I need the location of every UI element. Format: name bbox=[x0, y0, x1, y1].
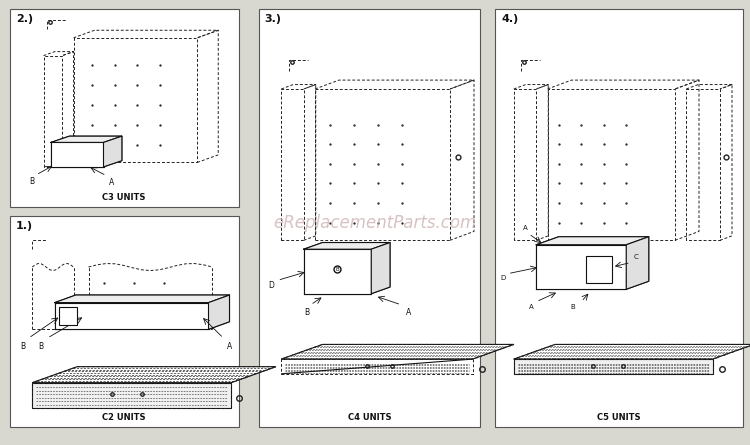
Text: B: B bbox=[570, 304, 574, 310]
Text: D: D bbox=[268, 281, 274, 290]
Text: C3 UNITS: C3 UNITS bbox=[103, 193, 146, 202]
Polygon shape bbox=[536, 237, 649, 245]
Polygon shape bbox=[626, 237, 649, 289]
Polygon shape bbox=[104, 136, 122, 167]
Polygon shape bbox=[304, 243, 390, 249]
Text: C5 UNITS: C5 UNITS bbox=[597, 413, 640, 422]
Polygon shape bbox=[514, 359, 712, 374]
Polygon shape bbox=[58, 307, 77, 325]
Text: A: A bbox=[530, 304, 534, 310]
Text: C4 UNITS: C4 UNITS bbox=[347, 413, 391, 422]
FancyBboxPatch shape bbox=[10, 216, 238, 427]
Text: B: B bbox=[21, 342, 26, 351]
Text: eReplacementParts.com: eReplacementParts.com bbox=[273, 214, 477, 231]
Text: 2.): 2.) bbox=[16, 14, 33, 24]
Polygon shape bbox=[55, 295, 230, 303]
Polygon shape bbox=[304, 249, 371, 294]
Text: A: A bbox=[110, 178, 115, 187]
Text: A: A bbox=[524, 226, 528, 231]
Polygon shape bbox=[281, 359, 472, 374]
Polygon shape bbox=[55, 303, 208, 329]
Polygon shape bbox=[32, 383, 231, 408]
Polygon shape bbox=[51, 136, 122, 142]
Text: C2 UNITS: C2 UNITS bbox=[102, 413, 146, 422]
Text: B: B bbox=[39, 342, 44, 351]
Polygon shape bbox=[371, 243, 390, 294]
Polygon shape bbox=[281, 344, 514, 359]
Text: A: A bbox=[227, 342, 232, 351]
FancyBboxPatch shape bbox=[10, 9, 238, 207]
Text: B: B bbox=[336, 267, 339, 272]
Polygon shape bbox=[209, 295, 230, 329]
Polygon shape bbox=[32, 367, 276, 383]
Polygon shape bbox=[586, 256, 612, 283]
FancyBboxPatch shape bbox=[259, 9, 480, 427]
FancyBboxPatch shape bbox=[495, 9, 742, 427]
Text: B: B bbox=[29, 177, 34, 186]
Text: C: C bbox=[634, 255, 638, 260]
Text: B: B bbox=[304, 308, 310, 317]
Text: 1.): 1.) bbox=[16, 221, 33, 231]
Text: A: A bbox=[406, 308, 412, 317]
Polygon shape bbox=[51, 142, 104, 167]
Polygon shape bbox=[536, 245, 626, 289]
Text: 4.): 4.) bbox=[501, 14, 518, 24]
Text: 3.): 3.) bbox=[265, 14, 282, 24]
Polygon shape bbox=[514, 344, 750, 359]
Text: D: D bbox=[500, 275, 506, 280]
